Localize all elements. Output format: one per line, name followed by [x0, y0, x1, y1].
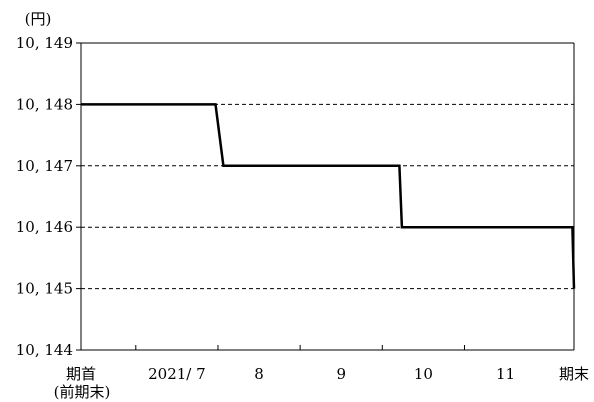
x-tick-label: 期首 — [66, 365, 96, 383]
axes — [80, 42, 575, 351]
y-tick-label: 10, 149 — [16, 34, 73, 52]
y-tick-label: 10, 148 — [16, 95, 73, 113]
series-layer — [80, 103, 576, 289]
y-axis-ticks: 10, 144 10, 145 10, 146 10, 147 10, 148 10, 1… — [16, 34, 81, 359]
grid-lines — [81, 103, 574, 290]
x-tick-label: 2021/ 7 — [148, 365, 206, 383]
x-tick-label: 11 — [496, 365, 515, 383]
x-tick-label: 8 — [254, 365, 264, 383]
y-unit-label: (円) — [25, 10, 52, 28]
y-tick-label: 10, 144 — [16, 341, 73, 359]
x-tick-label: 10 — [414, 365, 433, 383]
x-tick-label: 期末 — [559, 365, 589, 383]
series-line-0 — [81, 103, 576, 289]
x-axis-ticks: 期首 2021/ 7 8 9 10 11 期末 (前期末) — [54, 345, 589, 401]
y-tick-label: 10, 146 — [16, 218, 73, 236]
x-tick-label: 9 — [336, 365, 346, 383]
x-sublabel: (前期末) — [54, 383, 111, 401]
y-tick-label: 10, 147 — [16, 157, 73, 175]
y-tick-label: 10, 145 — [16, 280, 73, 298]
